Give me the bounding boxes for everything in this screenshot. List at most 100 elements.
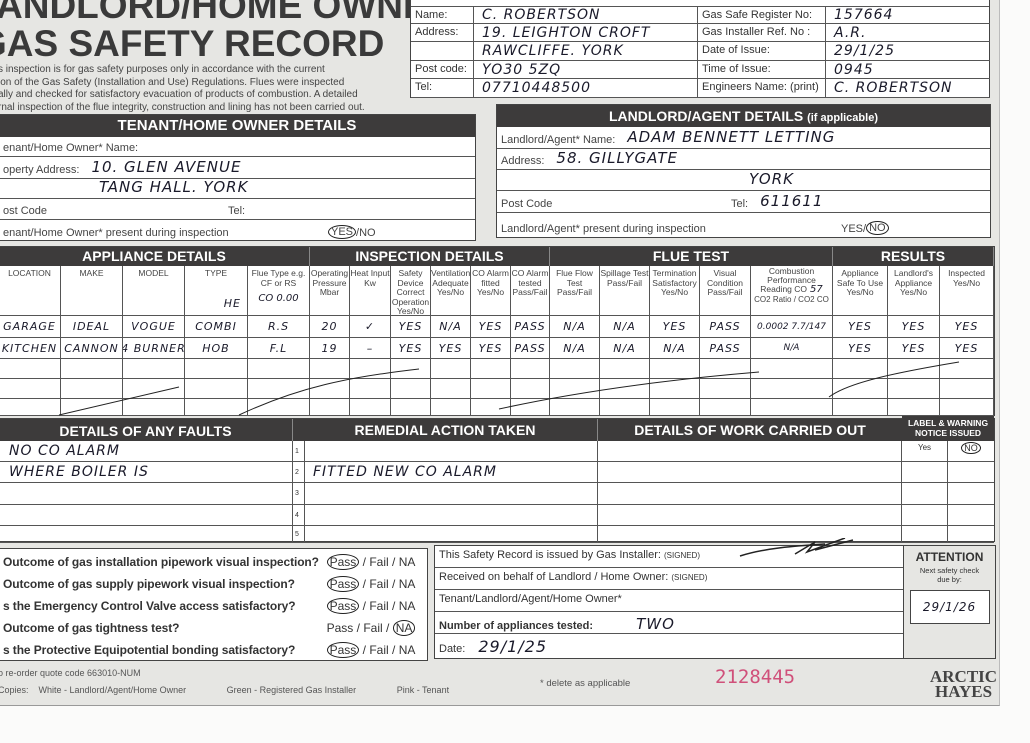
appliance-cell[interactable]: 20 xyxy=(310,316,350,338)
appliance-cell[interactable]: PASS xyxy=(700,316,751,338)
appliance-cell[interactable]: 19 xyxy=(310,338,350,359)
appliance-cell[interactable] xyxy=(185,359,248,379)
installer-value[interactable]: 0945 xyxy=(826,61,990,79)
appliance-cell[interactable] xyxy=(833,379,888,399)
appliance-cell[interactable] xyxy=(0,379,61,399)
appliance-cell[interactable] xyxy=(431,399,471,416)
landlord-address-line2[interactable]: YORK xyxy=(497,170,990,191)
label-no-cell[interactable] xyxy=(948,483,994,505)
installer-value[interactable]: YO30 5ZQ xyxy=(474,61,698,79)
fault-line[interactable] xyxy=(0,505,293,526)
appliance-cell[interactable]: YES xyxy=(431,338,471,359)
recipient-role-field[interactable]: Tenant/Landlord/Agent/Home Owner* xyxy=(435,590,903,612)
work-line[interactable] xyxy=(598,526,902,543)
appliance-cell[interactable] xyxy=(391,379,431,399)
remedial-line[interactable] xyxy=(305,505,598,526)
appliance-cell[interactable] xyxy=(471,359,511,379)
appliance-cell[interactable]: YES xyxy=(471,316,511,338)
appliance-cell[interactable]: YES xyxy=(888,316,940,338)
appliance-cell[interactable] xyxy=(600,379,650,399)
appliance-cell[interactable]: VOGUE xyxy=(123,316,185,338)
label-yes-cell[interactable]: Yes xyxy=(902,441,948,462)
appliance-cell[interactable] xyxy=(833,359,888,379)
appliance-cell[interactable]: ✓ xyxy=(350,316,391,338)
label-no-cell[interactable]: NO xyxy=(948,441,994,462)
work-line[interactable] xyxy=(598,505,902,526)
appliance-cell[interactable] xyxy=(350,379,391,399)
yes-option[interactable]: YES xyxy=(841,223,864,235)
label-yes-cell[interactable] xyxy=(902,505,948,526)
appliance-cell[interactable] xyxy=(123,359,185,379)
appliance-cell[interactable]: KITCHEN xyxy=(0,338,61,359)
pass-option[interactable]: Pass xyxy=(326,554,360,570)
work-line[interactable] xyxy=(598,483,902,505)
appliance-cell[interactable]: YES xyxy=(833,338,888,359)
appliance-cell[interactable]: GARAGE xyxy=(0,316,61,338)
pass-option[interactable]: Pass xyxy=(326,598,360,614)
label-yes-cell[interactable] xyxy=(902,526,948,543)
appliance-cell[interactable] xyxy=(61,399,123,416)
appliance-cell[interactable] xyxy=(888,359,940,379)
appliance-count-field[interactable]: Number of appliances tested: TWO xyxy=(435,612,903,634)
appliance-cell[interactable]: N/A xyxy=(650,338,700,359)
pass-option[interactable]: Pass xyxy=(326,621,354,635)
appliance-cell[interactable] xyxy=(350,399,391,416)
installer-value[interactable]: 157664 xyxy=(826,7,990,24)
appliance-cell[interactable] xyxy=(511,379,550,399)
appliance-cell[interactable] xyxy=(185,379,248,399)
fault-line[interactable]: WHERE BOILER IS xyxy=(0,462,293,483)
appliance-cell[interactable]: N/A xyxy=(600,316,650,338)
no-option[interactable]: NO xyxy=(866,221,889,235)
appliance-cell[interactable]: PASS xyxy=(511,338,550,359)
remedial-line[interactable] xyxy=(305,526,598,543)
appliance-cell[interactable] xyxy=(0,399,61,416)
appliance-cell[interactable]: COMBI xyxy=(185,316,248,338)
appliance-cell[interactable]: PASS xyxy=(511,316,550,338)
fail-option[interactable]: Fail xyxy=(369,555,389,569)
appliance-cell[interactable] xyxy=(310,359,350,379)
appliance-cell[interactable] xyxy=(940,379,994,399)
appliance-cell[interactable]: YES xyxy=(471,338,511,359)
appliance-cell[interactable] xyxy=(511,399,550,416)
pass-option[interactable]: Pass xyxy=(326,642,360,658)
appliance-cell[interactable] xyxy=(940,359,994,379)
appliance-cell[interactable] xyxy=(751,379,833,399)
appliance-cell[interactable]: 0.0002 7.7/147 xyxy=(751,316,833,338)
yes-option[interactable]: YES xyxy=(328,225,357,239)
label-no-cell[interactable] xyxy=(948,462,994,483)
appliance-cell[interactable] xyxy=(61,359,123,379)
appliance-cell[interactable] xyxy=(185,399,248,416)
date-field[interactable]: Date: 29/1/25 xyxy=(435,634,903,656)
appliance-cell[interactable] xyxy=(248,359,310,379)
appliance-cell[interactable]: PASS xyxy=(700,338,751,359)
appliance-cell[interactable] xyxy=(471,379,511,399)
issued-by-field[interactable]: This Safety Record is issued by Gas Inst… xyxy=(435,538,903,568)
remedial-line[interactable] xyxy=(305,441,598,462)
fail-option[interactable]: Fail xyxy=(363,621,383,635)
appliance-cell[interactable] xyxy=(310,399,350,416)
na-option[interactable]: NA xyxy=(392,620,416,636)
label-no-cell[interactable] xyxy=(948,505,994,526)
appliance-cell[interactable] xyxy=(391,399,431,416)
appliance-cell[interactable] xyxy=(650,399,700,416)
appliance-cell[interactable] xyxy=(888,379,940,399)
appliance-cell[interactable]: 4 BURNER xyxy=(123,338,185,359)
appliance-cell[interactable] xyxy=(248,379,310,399)
appliance-cell[interactable] xyxy=(391,359,431,379)
appliance-cell[interactable] xyxy=(888,399,940,416)
fail-option[interactable]: Fail xyxy=(369,577,389,591)
appliance-cell[interactable] xyxy=(650,359,700,379)
fault-line[interactable]: NO CO ALARM xyxy=(0,441,293,462)
appliance-cell[interactable] xyxy=(751,399,833,416)
appliance-cell[interactable] xyxy=(550,379,600,399)
label-yes-cell[interactable] xyxy=(902,483,948,505)
appliance-cell[interactable] xyxy=(0,359,61,379)
appliance-cell[interactable]: N/A xyxy=(431,316,471,338)
appliance-cell[interactable]: IDEAL xyxy=(61,316,123,338)
tenant-name-field[interactable]: enant/Home Owner* Name: xyxy=(0,137,475,157)
no-option[interactable]: NO xyxy=(961,442,981,454)
appliance-cell[interactable]: YES xyxy=(391,338,431,359)
landlord-postcode-field[interactable]: Post Code Tel: 611611 xyxy=(497,191,990,213)
appliance-cell[interactable]: YES xyxy=(888,338,940,359)
appliance-cell[interactable] xyxy=(700,359,751,379)
